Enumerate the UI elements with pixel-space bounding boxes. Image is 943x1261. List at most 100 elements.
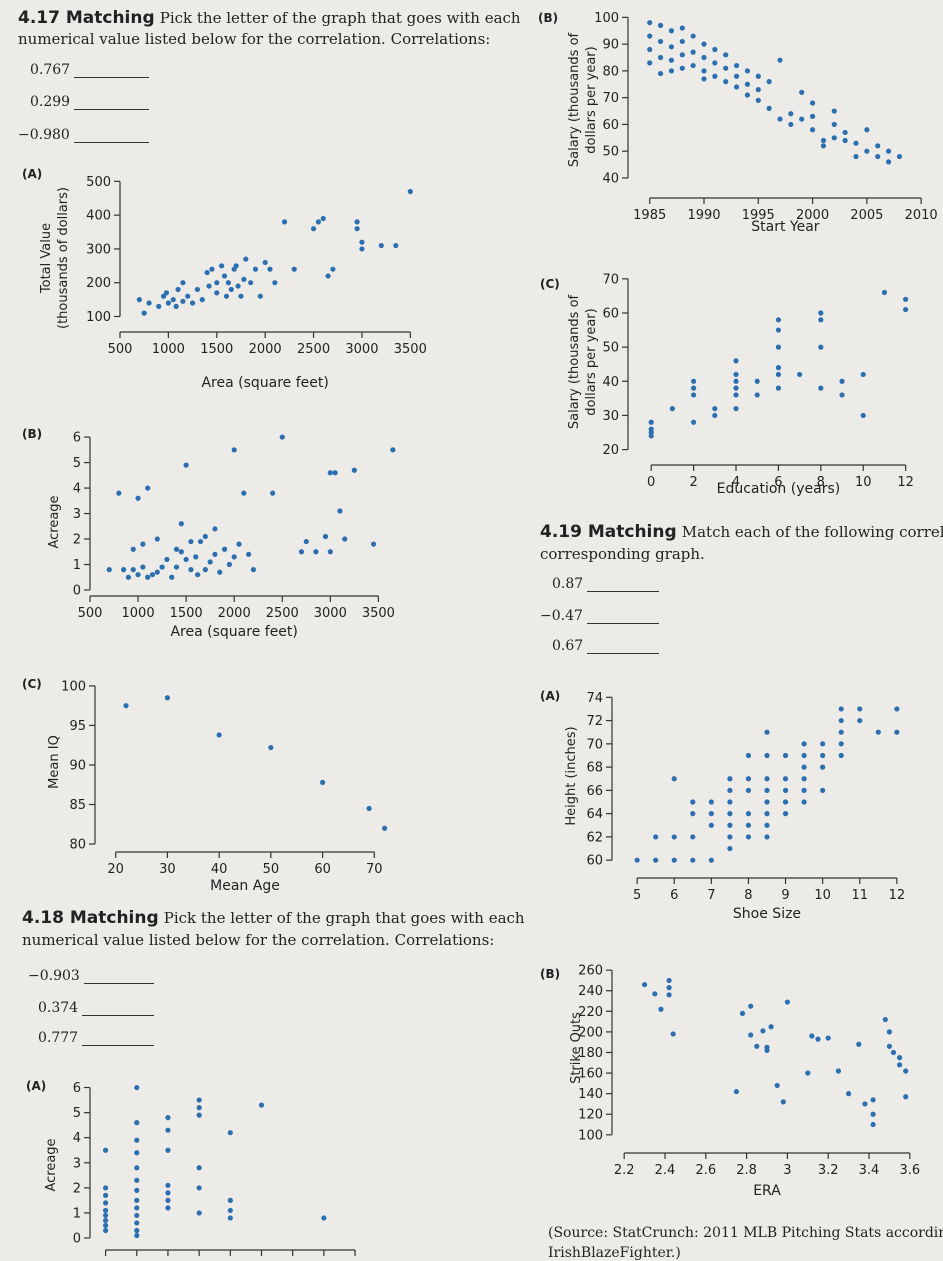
data-point xyxy=(801,776,807,782)
x-tick-label: 3.6 xyxy=(899,1163,920,1178)
data-point xyxy=(221,273,228,279)
x-tick-label: 2500 xyxy=(266,606,299,621)
answer-blank[interactable] xyxy=(587,591,660,592)
y-tick-label: 100 xyxy=(61,679,86,694)
data-point xyxy=(102,1185,109,1191)
data-point xyxy=(782,811,789,817)
data-point xyxy=(359,246,365,252)
x-tick-label: 7 xyxy=(707,888,715,903)
x-tick-label: 1990 xyxy=(687,208,720,223)
data-point xyxy=(393,242,399,249)
x-tick-label: 2500 xyxy=(297,342,330,357)
data-point xyxy=(745,834,752,840)
panel-label: (A) xyxy=(26,1079,46,1093)
x-tick-label: 2.4 xyxy=(655,1163,676,1178)
data-point xyxy=(194,286,201,293)
y-tick-label: 40 xyxy=(602,375,619,390)
data-point xyxy=(102,1207,109,1214)
data-point xyxy=(820,137,827,144)
data-point xyxy=(690,811,696,817)
data-point xyxy=(690,799,696,805)
ex419-text-line1: Match each of the following correlation xyxy=(681,523,943,541)
data-point xyxy=(774,1082,780,1089)
data-point xyxy=(252,266,259,272)
data-point xyxy=(669,406,676,412)
data-point xyxy=(102,1217,109,1224)
data-point xyxy=(748,1032,754,1038)
x-tick-label: 1500 xyxy=(200,342,233,357)
data-point xyxy=(170,297,176,303)
panel-label: (A) xyxy=(540,689,560,703)
data-point xyxy=(189,300,196,306)
data-point xyxy=(668,28,675,34)
y-tick-label: 400 xyxy=(86,209,111,224)
data-point xyxy=(723,65,729,71)
y-tick-label: 1 xyxy=(73,558,81,573)
data-point xyxy=(764,799,770,805)
x-tick-label: 50 xyxy=(263,862,280,877)
data-point xyxy=(784,999,791,1005)
data-point xyxy=(354,219,360,225)
data-point xyxy=(154,536,160,542)
data-point xyxy=(712,73,718,79)
ex418-text-line1: Pick the letter of the graph that goes w… xyxy=(163,909,525,927)
data-point xyxy=(679,38,685,45)
panel-label: (B) xyxy=(540,967,560,981)
data-point xyxy=(227,1130,233,1136)
data-point xyxy=(165,1197,171,1203)
answer-blank[interactable] xyxy=(587,653,660,654)
data-point xyxy=(727,845,733,852)
y-tick-label: 66 xyxy=(586,784,603,799)
y-tick-label: 62 xyxy=(586,830,603,845)
data-point xyxy=(668,68,675,74)
x-tick-label: 2.6 xyxy=(695,1163,716,1178)
data-point xyxy=(801,741,807,747)
data-point xyxy=(727,776,733,782)
data-point xyxy=(864,148,870,154)
answer-blank[interactable] xyxy=(83,983,154,984)
data-point xyxy=(204,269,210,276)
source-line-1: (Source: StatCrunch: 2011 MLB Pitching S… xyxy=(548,1225,943,1241)
source-line-2: IrishBlazeFighter.) xyxy=(548,1245,681,1261)
data-point xyxy=(209,266,215,272)
data-point xyxy=(775,327,782,333)
answer-blank[interactable] xyxy=(82,1045,155,1046)
data-point xyxy=(820,143,827,149)
data-point xyxy=(733,385,739,391)
y-axis-label: dollars per year) xyxy=(584,308,599,415)
data-point xyxy=(236,541,242,547)
data-point xyxy=(121,567,127,573)
data-point xyxy=(882,1016,888,1023)
data-point xyxy=(801,799,807,805)
data-point xyxy=(359,239,365,245)
data-point xyxy=(327,549,333,555)
answer-blank[interactable] xyxy=(82,1015,155,1016)
ex417-correlation-2: 0.299 xyxy=(30,94,150,110)
x-tick-label: 2000 xyxy=(249,342,282,357)
ex417-text-line2: numerical value listed below for the cor… xyxy=(18,30,491,48)
x-tick-label: 20 xyxy=(107,862,124,877)
y-tick-label: 4 xyxy=(73,482,81,497)
answer-blank[interactable] xyxy=(73,142,149,143)
ex418-correlation-3: 0.777 xyxy=(38,1030,155,1046)
y-tick-label: 70 xyxy=(602,272,619,287)
data-point xyxy=(370,541,377,547)
answer-blank[interactable] xyxy=(74,77,150,78)
x-axis-label: Start Year xyxy=(751,219,820,235)
answer-blank[interactable] xyxy=(74,109,150,110)
y-tick-label: 3 xyxy=(73,507,81,522)
x-tick-label: 2.2 xyxy=(614,1163,635,1178)
data-point xyxy=(330,266,336,272)
data-point xyxy=(809,100,816,106)
data-point xyxy=(227,1197,233,1203)
data-point xyxy=(102,1200,109,1206)
answer-blank[interactable] xyxy=(586,623,659,624)
data-point xyxy=(679,65,685,71)
data-point xyxy=(797,371,803,378)
y-tick-label: 20 xyxy=(602,443,619,458)
data-point xyxy=(886,1043,893,1049)
data-point xyxy=(165,1205,171,1211)
data-point xyxy=(243,256,249,262)
data-point xyxy=(281,219,288,225)
data-point xyxy=(839,392,845,398)
